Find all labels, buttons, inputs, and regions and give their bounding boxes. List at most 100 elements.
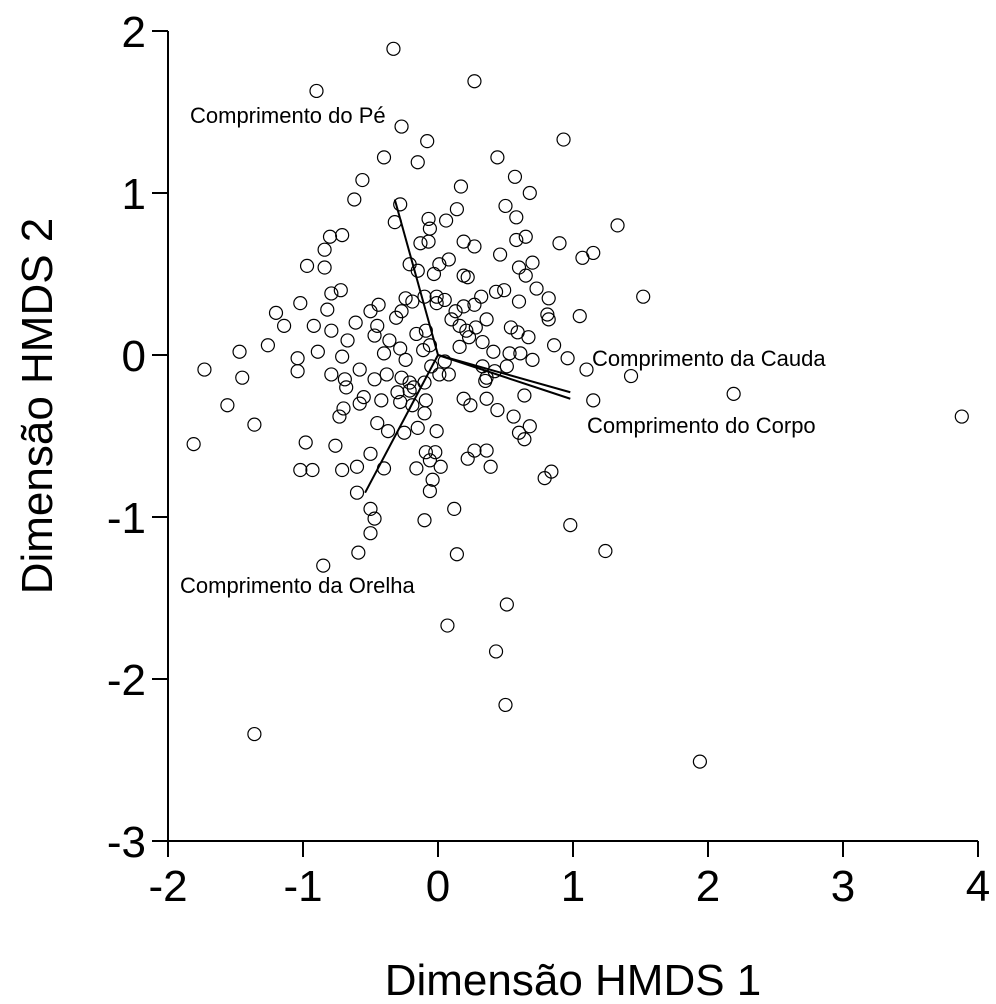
point xyxy=(420,134,435,149)
point xyxy=(522,185,537,201)
point xyxy=(376,346,392,361)
point xyxy=(349,459,365,474)
y-axis-label: Dimensão HMDS 2 xyxy=(13,218,62,595)
point xyxy=(518,229,533,244)
point xyxy=(418,323,433,338)
point xyxy=(522,419,537,434)
x-tick-label: 0 xyxy=(426,862,450,911)
point xyxy=(479,391,494,406)
point xyxy=(352,362,367,377)
point xyxy=(579,362,594,377)
point xyxy=(623,368,639,384)
point xyxy=(417,513,432,528)
point xyxy=(541,291,556,306)
point xyxy=(422,483,437,499)
point xyxy=(317,260,332,275)
point xyxy=(556,132,571,147)
point xyxy=(437,354,452,369)
point xyxy=(389,310,404,325)
point xyxy=(367,372,382,387)
point xyxy=(483,459,498,474)
point xyxy=(186,437,201,452)
loading-vector xyxy=(437,354,571,394)
point xyxy=(479,443,494,458)
point xyxy=(293,462,308,478)
point xyxy=(398,352,413,367)
point xyxy=(525,255,540,270)
point xyxy=(402,375,417,390)
point xyxy=(370,415,385,431)
point xyxy=(488,284,504,299)
point xyxy=(575,250,590,265)
point xyxy=(429,296,444,311)
point xyxy=(509,232,524,248)
point xyxy=(317,242,332,257)
point xyxy=(467,297,482,312)
point xyxy=(320,302,335,317)
point xyxy=(692,754,708,769)
point xyxy=(488,644,504,659)
point xyxy=(726,386,741,401)
loading-vector xyxy=(437,354,571,400)
point xyxy=(498,198,513,214)
point xyxy=(394,370,409,385)
point xyxy=(393,394,408,410)
point xyxy=(409,461,424,476)
point xyxy=(511,260,527,275)
point xyxy=(260,338,275,353)
point xyxy=(541,312,556,327)
point xyxy=(432,367,447,382)
vector-label: Comprimento do Pé xyxy=(190,103,386,128)
loading-vector xyxy=(393,199,439,356)
point xyxy=(572,309,587,324)
point xyxy=(954,409,969,424)
point xyxy=(332,409,347,424)
point xyxy=(418,393,433,408)
y-tick-label: -2 xyxy=(107,656,146,705)
vector-label: Comprimento do Corpo xyxy=(587,413,816,438)
point xyxy=(552,236,567,251)
point xyxy=(339,380,354,395)
point xyxy=(232,344,247,359)
point xyxy=(336,401,351,416)
point xyxy=(537,471,552,486)
point xyxy=(441,367,456,382)
point xyxy=(437,292,452,308)
point xyxy=(328,438,343,453)
x-axis-label: Dimensão HMDS 1 xyxy=(385,956,762,1004)
x-tick-label: 4 xyxy=(966,862,990,911)
point xyxy=(290,351,305,366)
point xyxy=(546,338,562,353)
point xyxy=(479,312,494,327)
point xyxy=(421,211,436,227)
x-tick-label: -2 xyxy=(148,862,187,911)
point xyxy=(467,443,482,458)
loading-vector xyxy=(364,354,439,494)
point xyxy=(337,372,352,387)
point xyxy=(467,239,482,254)
point xyxy=(382,333,397,348)
point xyxy=(459,323,474,338)
point xyxy=(453,179,469,194)
x-tick-label: -1 xyxy=(283,862,322,911)
point xyxy=(268,305,284,320)
x-tick-label: 2 xyxy=(696,862,720,911)
point xyxy=(498,697,513,713)
point xyxy=(390,385,405,400)
point xyxy=(394,119,409,134)
point xyxy=(290,364,305,379)
point xyxy=(393,197,408,212)
point xyxy=(424,359,439,374)
point xyxy=(277,318,292,333)
point xyxy=(299,258,315,273)
point xyxy=(517,388,532,403)
x-tick-label: 3 xyxy=(831,862,855,911)
y-tick-label: 1 xyxy=(122,170,146,219)
point xyxy=(463,398,478,413)
point xyxy=(448,304,463,319)
point xyxy=(349,485,365,500)
point xyxy=(499,597,514,612)
point xyxy=(499,359,514,374)
point xyxy=(247,726,262,742)
